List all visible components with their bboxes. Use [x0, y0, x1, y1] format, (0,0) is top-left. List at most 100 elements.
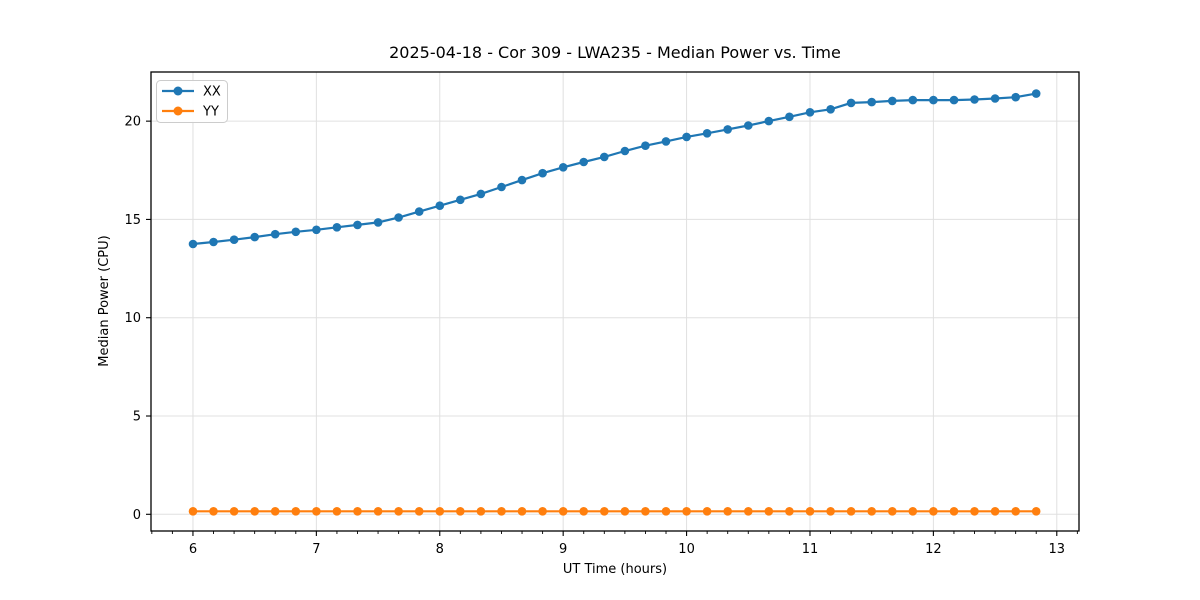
data-point-xx: [888, 96, 897, 106]
data-point-xx: [682, 132, 691, 142]
series-yy: [188, 507, 1041, 516]
x-tick-label: 6: [189, 542, 197, 557]
data-point-xx: [929, 95, 938, 105]
data-point-yy: [435, 507, 445, 516]
data-point-xx: [1011, 92, 1020, 102]
data-point-yy: [764, 507, 774, 516]
data-point-yy: [1011, 507, 1020, 516]
data-point-xx: [291, 227, 301, 237]
legend-item-xx: XX: [162, 85, 221, 100]
data-point-xx: [394, 213, 403, 222]
data-point-xx: [744, 121, 753, 130]
data-point-xx: [414, 207, 424, 216]
data-point-yy: [682, 507, 691, 516]
plot-area-border: [150, 71, 1080, 532]
data-point-yy: [332, 507, 342, 516]
x-tick-label: 13: [1049, 542, 1066, 557]
x-tick-label: 12: [925, 542, 942, 557]
data-point-xx: [332, 223, 342, 232]
data-point-yy: [373, 507, 383, 516]
data-point-yy: [661, 507, 671, 516]
series-xx: [188, 89, 1041, 249]
data-point-yy: [826, 507, 835, 516]
data-point-yy: [949, 507, 959, 516]
data-point-xx: [353, 220, 362, 230]
legend: XX YY: [156, 80, 228, 123]
data-point-xx: [558, 163, 568, 172]
data-point-yy: [702, 507, 712, 516]
data-point-xx: [908, 95, 918, 105]
data-point-xx: [517, 175, 527, 185]
data-point-xx: [949, 95, 959, 105]
data-point-yy: [270, 507, 280, 516]
x-tick-label: 7: [312, 542, 320, 557]
x-tick-label: 9: [559, 542, 567, 557]
data-point-yy: [517, 507, 527, 516]
data-point-yy: [805, 507, 815, 516]
data-point-xx: [312, 225, 321, 235]
data-point-yy: [188, 507, 198, 516]
legend-marker-yy-icon: [173, 106, 183, 116]
data-point-yy: [579, 507, 588, 516]
data-point-yy: [867, 507, 876, 516]
x-tick-label: 8: [436, 542, 444, 557]
data-point-xx: [538, 168, 547, 178]
legend-label-xx: XX: [203, 85, 221, 100]
data-point-yy: [846, 507, 856, 516]
x-axis-label: UT Time (hours): [563, 562, 667, 577]
y-tick-label: 10: [124, 311, 141, 326]
y-tick-label: 5: [133, 410, 141, 425]
data-point-yy: [785, 507, 794, 516]
data-point-yy: [723, 507, 732, 516]
data-point-xx: [188, 239, 198, 249]
data-series: [188, 89, 1041, 516]
data-point-xx: [373, 218, 383, 227]
data-point-xx: [785, 112, 794, 122]
data-point-xx: [702, 129, 712, 138]
axis-ticks: [146, 120, 1078, 536]
y-axis-label: Median Power (CPU): [97, 235, 112, 366]
data-point-yy: [538, 507, 547, 516]
data-point-xx: [497, 182, 506, 192]
data-point-yy: [908, 507, 918, 516]
data-point-xx: [435, 201, 445, 210]
data-point-yy: [620, 507, 630, 516]
data-point-xx: [229, 235, 239, 244]
data-point-xx: [661, 137, 671, 146]
data-point-yy: [250, 507, 259, 516]
data-point-yy: [353, 507, 362, 516]
data-point-yy: [929, 507, 938, 516]
data-point-xx: [723, 125, 732, 134]
data-point-xx: [600, 152, 609, 162]
grid-lines: [151, 72, 1079, 531]
series-line-xx: [192, 92, 1037, 246]
data-point-yy: [558, 507, 568, 516]
y-tick-label: 20: [124, 115, 141, 130]
data-point-yy: [990, 507, 1000, 516]
data-point-xx: [476, 189, 486, 199]
data-point-yy: [312, 507, 321, 516]
data-point-xx: [970, 95, 979, 104]
x-tick-label: 11: [802, 542, 819, 557]
data-point-xx: [579, 157, 588, 167]
data-point-yy: [641, 507, 650, 516]
data-point-yy: [1031, 507, 1041, 516]
data-point-yy: [476, 507, 486, 516]
legend-item-yy: YY: [162, 105, 219, 120]
y-tick-label: 15: [124, 213, 141, 228]
data-point-xx: [456, 195, 465, 205]
data-point-xx: [805, 108, 815, 117]
x-tick-label: 10: [678, 542, 695, 557]
y-tick-label: 0: [133, 508, 141, 523]
data-point-yy: [414, 507, 424, 516]
data-point-yy: [744, 507, 753, 516]
data-point-xx: [641, 141, 650, 150]
chart-title: 2025-04-18 - Cor 309 - LWA235 - Median P…: [389, 43, 841, 62]
data-point-yy: [394, 507, 403, 516]
data-point-yy: [970, 507, 979, 516]
data-point-xx: [620, 146, 630, 156]
data-point-xx: [209, 237, 218, 247]
data-point-yy: [497, 507, 506, 516]
